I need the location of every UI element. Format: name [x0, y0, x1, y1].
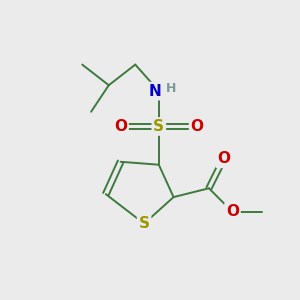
- Text: S: S: [139, 216, 150, 231]
- Text: S: S: [153, 119, 164, 134]
- Text: H: H: [166, 82, 176, 95]
- Text: O: O: [114, 119, 127, 134]
- Text: N: N: [149, 84, 162, 99]
- Text: O: O: [226, 204, 239, 219]
- Text: O: O: [190, 119, 204, 134]
- Text: O: O: [217, 151, 230, 166]
